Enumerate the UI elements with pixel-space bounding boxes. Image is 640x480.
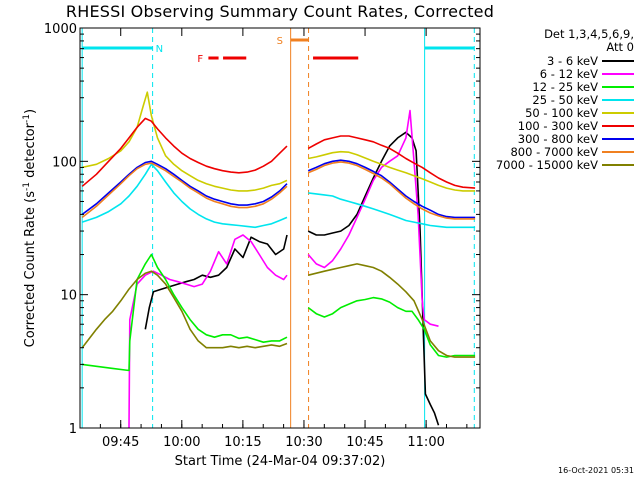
legend: Det 1,3,4,5,6,9, Att 0 3 - 6 keV 6 - 12 k…: [480, 27, 638, 172]
chart-title: RHESSI Observing Summary Count Rates, Co…: [65, 2, 495, 21]
legend-label: 800 - 7000 keV: [510, 144, 598, 159]
x-tick-label-1: 10:00: [163, 435, 200, 450]
legend-swatch: [602, 124, 634, 127]
flag-label-F: F: [197, 54, 203, 65]
flag-bars: N F S: [82, 36, 475, 65]
legend-swatch: [602, 150, 634, 153]
legend-label: 50 - 100 keV: [525, 105, 598, 120]
y-axis-label: Corrected Count Rate (s-1 detector-1): [21, 108, 39, 348]
x-axis-label: Start Time (24-Mar-04 09:37:02): [174, 454, 386, 469]
series-line-6-1: [307, 159, 476, 219]
legend-entry-1: 6 - 12 keV: [480, 66, 638, 81]
series-line-5-0: [81, 117, 288, 187]
legend-label: 300 - 800 keV: [517, 131, 598, 146]
series-line-3-1: [308, 192, 476, 229]
legend-entry-5: 100 - 300 keV: [480, 118, 638, 133]
legend-label: 12 - 25 keV: [532, 79, 598, 94]
series-line-4-1: [308, 150, 476, 192]
legend-entry-7: 800 - 7000 keV: [480, 144, 638, 159]
legend-swatch: [602, 111, 634, 114]
flag-label-S: S: [277, 36, 283, 47]
y-tick-label-2: 100: [52, 155, 77, 170]
plot-frame: [79, 27, 481, 429]
legend-swatch: [602, 59, 634, 62]
legend-swatch: [602, 72, 634, 75]
y-tick-label-3: 1000: [44, 22, 77, 37]
series-line-2-0: [82, 253, 288, 372]
flag-label-N: N: [156, 44, 163, 55]
legend-label: 6 - 12 keV: [539, 66, 598, 81]
generation-timestamp: 16-Oct-2021 05:31: [558, 466, 634, 475]
legend-swatch: [602, 163, 634, 166]
series-line-6-0: [81, 160, 288, 216]
legend-entry-8: 7000 - 15000 keV: [480, 157, 638, 172]
legend-swatch: [602, 98, 634, 101]
x-tick-label-0: 09:45: [102, 435, 139, 450]
series-line-3-0: [81, 163, 288, 229]
series-line-1-1: [307, 109, 439, 327]
legend-label: 100 - 300 keV: [517, 118, 598, 133]
legend-swatch: [602, 137, 634, 140]
x-tick-label-4: 10:45: [346, 435, 383, 450]
event-marker-lines: [81, 28, 475, 428]
legend-entry-0: 3 - 6 keV: [480, 53, 638, 68]
series-line-2-1: [307, 296, 476, 358]
series-line-0-1: [307, 131, 440, 426]
y-tick-label-0: 1: [69, 422, 77, 437]
series-line-7-0: [81, 162, 288, 219]
legend-entry-3: 25 - 50 keV: [480, 92, 638, 107]
legend-label: 7000 - 15000 keV: [495, 157, 598, 172]
y-tick-label-1: 10: [60, 289, 77, 304]
legend-entry-6: 300 - 800 keV: [480, 131, 638, 146]
legend-label: 25 - 50 keV: [532, 92, 598, 107]
legend-attenuator: Att 0: [606, 40, 634, 54]
x-tick-label-2: 10:15: [224, 435, 261, 450]
series-line-8-0: [81, 270, 288, 349]
series-line-4-0: [82, 91, 288, 192]
x-tick-label-5: 11:00: [407, 435, 444, 450]
legend-label: 3 - 6 keV: [547, 53, 598, 68]
series-line-1-0: [128, 234, 288, 429]
series-line-7-1: [307, 161, 476, 220]
axes: 09:45 10:00 10:15 10:30 10:45 11:00 1 10 100 1000: [44, 22, 480, 450]
series-line-5-1: [307, 135, 476, 189]
series-layer: [81, 91, 476, 429]
legend-swatch: [602, 85, 634, 88]
series-line-8-1: [308, 263, 476, 358]
legend-entry-2: 12 - 25 keV: [480, 79, 638, 94]
series-line-0-0: [144, 234, 288, 330]
legend-entry-4: 50 - 100 keV: [480, 105, 638, 120]
legend-detectors: Det 1,3,4,5,6,9,: [544, 27, 634, 41]
x-tick-label-3: 10:30: [285, 435, 322, 450]
